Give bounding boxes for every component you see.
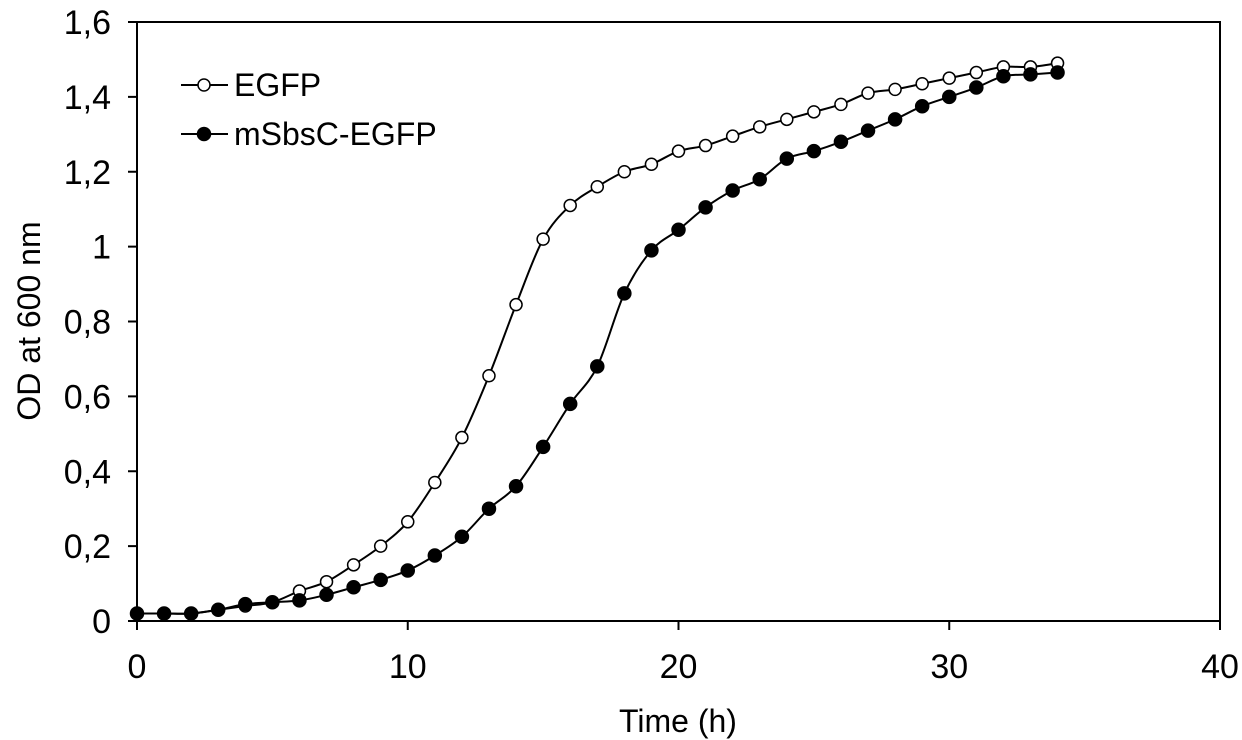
x-axis: 0 10 20 30 40 [128,621,1239,686]
data-point [617,165,632,179]
data-point [671,222,686,238]
data-point [860,123,876,138]
data-point [671,144,686,158]
data-point [210,602,226,618]
data-point [698,138,713,153]
data-point [942,89,957,105]
y-tick-label: 1,6 [64,4,111,42]
data-point [536,232,550,246]
y-tick-label: 0 [92,603,111,641]
x-tick-label: 40 [1201,648,1239,686]
data-point [888,82,902,97]
legend: EGFP mSbsC-EGFP [181,67,437,152]
data-point [752,120,767,134]
legend-item: mSbsC-EGFP [181,116,437,152]
data-point [129,606,145,621]
y-axis-title: OD at 600 nm [11,221,47,420]
data-point [752,171,767,187]
data-point [346,580,361,595]
data-point [508,478,524,494]
data-point [861,86,875,100]
data-point [914,98,930,114]
data-point [563,198,577,213]
y-axis: 0 0,2 0,4 0,6 0,8 1 1,2 1,4 1,6 [64,4,137,641]
data-point [1050,65,1065,80]
y-tick-label: 0,2 [64,528,111,566]
data-point [806,143,822,159]
x-tick-label: 30 [930,648,968,686]
legend-item: EGFP [181,67,321,103]
data-point [183,606,199,621]
data-point [942,71,956,85]
data-point [698,200,713,215]
data-point [535,439,551,455]
data-point [400,563,415,578]
data-point [156,606,172,621]
data-point [779,151,795,166]
data-point [590,179,605,194]
series-line [137,71,1058,615]
data-point [454,529,470,545]
x-axis-title: Time (h) [619,703,737,739]
legend-marker [196,126,212,142]
data-point [319,587,334,603]
y-tick-label: 0,6 [64,378,111,416]
legend-label: mSbsC-EGFP [234,116,437,152]
data-point [562,396,578,412]
data-point [1023,67,1038,82]
data-point [319,574,334,589]
y-tick-label: 1,4 [64,79,111,117]
y-tick-label: 0,8 [64,304,111,342]
data-point [373,539,388,553]
data-point [996,69,1011,84]
data-point [969,65,984,80]
data-point [373,572,388,588]
data-point [590,359,605,374]
data-point [833,134,849,150]
data-point [644,243,659,258]
x-tick-label: 0 [128,648,147,686]
y-tick-label: 0,4 [64,453,111,491]
data-point [428,475,442,490]
data-point [834,97,848,112]
legend-label: EGFP [234,67,321,103]
data-point [617,286,632,301]
data-point [807,105,821,119]
data-point [346,558,361,572]
legend-marker [197,78,211,92]
series-layer [129,56,1065,621]
x-tick-label: 20 [660,648,698,686]
data-point [969,80,984,95]
series-2 [129,65,1065,621]
data-point [401,515,415,529]
data-point [509,297,523,312]
plot-area-frame [136,21,1221,622]
data-point [725,183,740,198]
x-tick-label: 10 [389,648,427,686]
data-point [238,596,253,612]
data-point [725,129,740,143]
data-point [780,112,794,127]
y-tick-label: 1,2 [64,154,111,192]
data-point [887,112,903,127]
data-point [265,595,280,610]
data-point [455,430,469,445]
data-point [915,77,929,91]
data-point [482,369,496,383]
data-point [292,593,307,608]
y-tick-label: 1 [92,229,111,267]
data-point [481,501,497,516]
data-point [427,548,443,563]
data-point [644,157,659,172]
